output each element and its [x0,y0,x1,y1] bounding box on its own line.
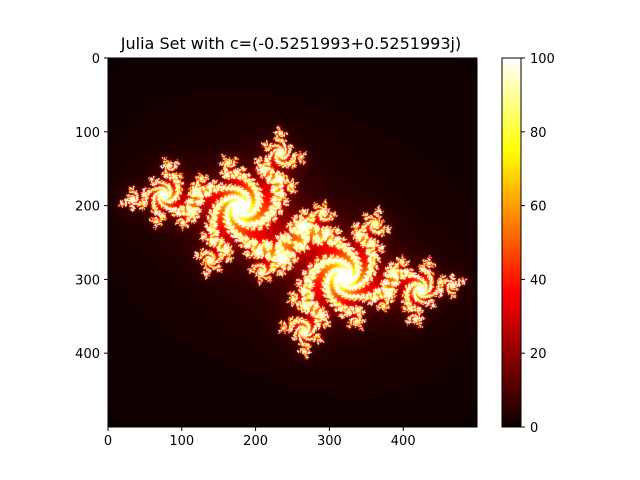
colorbar-frame [501,57,522,428]
colorbar-axis: 0 20 40 60 80 100 [521,52,555,436]
y-tick-label: 400 [75,347,100,362]
x-tick-label: 400 [391,434,416,449]
x-tick-label: 0 [104,434,112,449]
colorbar-tick-label: 100 [530,52,555,67]
colorbar-tick-label: 80 [530,126,547,141]
julia-heatmap [108,58,477,427]
x-tick-label: 100 [169,434,194,449]
colorbar-tick-label: 20 [530,347,547,362]
colorbar-gradient [502,58,521,427]
colorbar: 0 20 40 60 80 100 [501,52,555,436]
y-tick-label: 100 [75,126,100,141]
x-tick-label: 200 [243,434,268,449]
y-tick-label: 0 [92,52,100,67]
plot-frame [107,57,478,428]
chart-title: Julia Set with c=(-0.5251993+0.5251993j) [120,34,461,53]
colorbar-tick-label: 0 [530,421,538,436]
y-axis: 0 100 200 300 400 [75,52,108,362]
x-tick-label: 300 [317,434,342,449]
plot-area: 0 100 200 300 400 0 100 200 300 400 [75,52,478,449]
y-tick-label: 200 [75,200,100,215]
colorbar-tick-label: 60 [530,200,547,215]
colorbar-tick-label: 40 [530,273,547,288]
x-axis: 0 100 200 300 400 [104,427,416,449]
y-tick-label: 300 [75,273,100,288]
